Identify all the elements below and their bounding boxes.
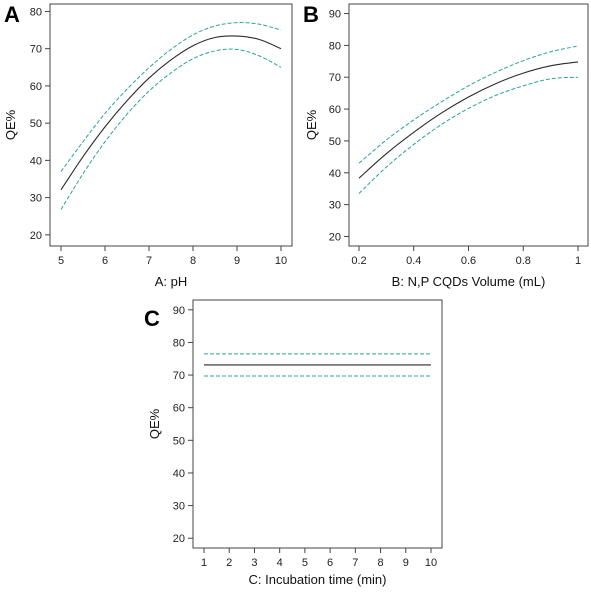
panel-b-y-tick-label: 90 [329,9,341,21]
panel-b-x-tick-label: 0.6 [461,255,476,267]
panel-a-y-axis-title: QE% [3,109,18,140]
panel-b-y-tick-label: 60 [329,104,341,116]
panel-a-x-tick-label: 10 [275,255,287,267]
panel-c-x-tick-label: 5 [302,557,308,569]
panel-c-y-tick-label: 70 [173,370,185,382]
panel-b-x-axis-title: B: N,P CQDs Volume (mL) [392,274,546,289]
panel-b-x-tick-label: 0.4 [406,255,421,267]
panel-b-series-lower-95-ci [358,76,579,194]
panel-a-y-tick-label: 50 [30,118,42,130]
panel-c-x-axis-title: C: Incubation time (min) [249,572,387,587]
panel-c-letter: C [144,306,160,331]
panel-b-x-tick-label: 0.8 [516,255,531,267]
panel-a-y-tick-label: 60 [30,81,42,93]
panel-b-x-tick-label: 1 [575,255,581,267]
panel-a-series-upper-95-ci [60,22,282,172]
panel-c-y-tick-label: 80 [173,337,185,349]
panel-b-x-tick-label: 0.2 [351,255,366,267]
panel-a-x-tick-label: 9 [234,255,240,267]
panel-a-x-tick-label: 6 [102,255,108,267]
panel-a: A 20 30 40 50 60 70 80 5 6 7 8 9 10 A: pH QE% [3,2,293,289]
panel-a-x-axis-title: A: pH [155,274,188,289]
panel-b-y-tick-label: 70 [329,72,341,84]
panel-a-plot-frame [49,3,293,247]
panel-a-y-tick-label: 40 [30,155,42,167]
panel-c-y-tick-label: 40 [173,468,185,480]
panel-b-plot-frame [348,3,589,247]
panel-a-series-fit [60,35,282,191]
panel-c-x-tick-label: 8 [377,557,383,569]
panel-a-y-tick-label: 80 [30,6,42,18]
panel-a-x-tick-label: 5 [58,255,64,267]
panel-c-x-tick-label: 1 [201,557,207,569]
panel-c-plot-frame [192,299,443,549]
panel-b-series-upper-95-ci [358,45,579,164]
panel-c-x-tick-label: 7 [352,557,358,569]
panel-a-x-tick-label: 7 [146,255,152,267]
panel-a-y-tick-label: 30 [30,193,42,205]
panel-b-y-tick-label: 50 [329,136,341,148]
panel-a-series-lower-95-ci [60,48,282,210]
panel-b-y-tick-label: 20 [329,231,341,243]
panel-c-x-tick-label: 9 [403,557,409,569]
panel-c-x-tick-label: 4 [277,557,283,569]
panel-c-x-tick-label: 6 [327,557,333,569]
panel-a-x-tick-label: 8 [190,255,196,267]
panel-b-y-tick-label: 30 [329,200,341,212]
panel-c-y-tick-label: 60 [173,403,185,415]
panel-c-y-tick-label: 30 [173,501,185,513]
panel-b: B 20 30 40 50 60 70 80 90 0.2 0.4 0.6 0.8 1 B: N,P CQD… [303,2,589,289]
panel-c-x-tick-label: 10 [425,557,437,569]
panel-c-y-tick-label: 20 [173,533,185,545]
panel-a-y-tick-label: 20 [30,230,42,242]
panel-c-x-tick-label: 3 [251,557,257,569]
panel-b-series-fit [358,61,579,179]
panel-c-y-axis-title: QE% [147,408,162,439]
panel-b-y-tick-label: 40 [329,168,341,180]
panel-b-y-axis-title: QE% [304,109,319,140]
panel-c: C 20 30 40 50 60 70 80 90 1 2 3 4 5 6 7 8 9 10 C: Incubatio… [144,299,443,587]
panel-a-y-tick-label: 70 [30,44,42,56]
panel-c-y-tick-label: 50 [173,435,185,447]
panel-c-x-tick-label: 2 [226,557,232,569]
panel-b-y-tick-label: 80 [329,40,341,52]
panel-a-letter: A [4,2,20,27]
panel-b-letter: B [303,2,319,27]
panel-c-y-tick-label: 90 [173,305,185,317]
